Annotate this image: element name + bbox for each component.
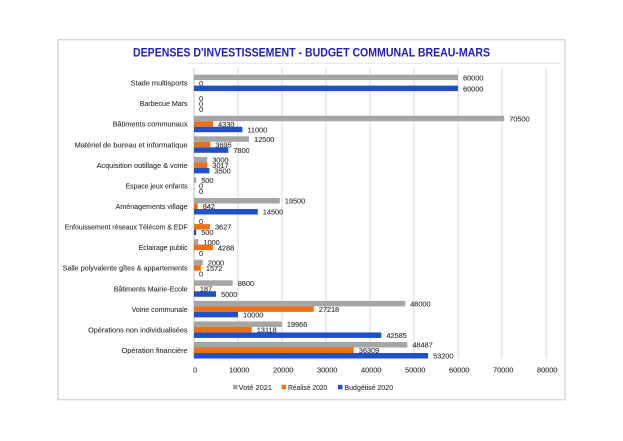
svg-text:Enfouissement réseaux Télécom: Enfouissement réseaux Télécom & EDF <box>65 223 188 232</box>
svg-text:Bâtiments communaux: Bâtiments communaux <box>113 120 188 129</box>
svg-text:187: 187 <box>200 284 212 293</box>
svg-text:0: 0 <box>199 94 203 103</box>
svg-text:3500: 3500 <box>214 167 230 176</box>
svg-text:500: 500 <box>201 176 213 185</box>
svg-text:3695: 3695 <box>215 140 231 149</box>
svg-text:13118: 13118 <box>257 326 277 335</box>
svg-text:11000: 11000 <box>247 125 267 134</box>
svg-text:0: 0 <box>199 187 203 196</box>
svg-text:Eclairage public: Eclairage public <box>139 243 188 252</box>
svg-text:DEPENSES D'INVESTISSEMENT - BU: DEPENSES D'INVESTISSEMENT - BUDGET COMMU… <box>133 47 490 60</box>
svg-text:53200: 53200 <box>433 352 453 361</box>
svg-text:30000: 30000 <box>317 365 337 374</box>
svg-text:Matériel de bureau et informat: Matériel de bureau et informatique <box>75 140 188 149</box>
svg-text:80000: 80000 <box>537 365 557 374</box>
svg-text:Opération financière: Opération financière <box>122 346 188 355</box>
svg-text:12500: 12500 <box>254 135 274 144</box>
svg-text:70500: 70500 <box>509 114 529 123</box>
svg-text:19500: 19500 <box>285 197 305 206</box>
svg-text:36309: 36309 <box>359 346 379 355</box>
svg-text:7800: 7800 <box>233 146 249 155</box>
svg-text:60000: 60000 <box>449 365 469 374</box>
svg-text:842: 842 <box>203 202 215 211</box>
svg-text:Salle polyvalente gîtes & appa: Salle polyvalente gîtes & appartements <box>63 264 188 273</box>
svg-text:0: 0 <box>199 105 203 114</box>
svg-text:0: 0 <box>199 79 203 88</box>
svg-text:0: 0 <box>199 269 203 278</box>
svg-text:0: 0 <box>199 182 203 191</box>
svg-text:0: 0 <box>199 99 203 108</box>
svg-text:Voirie communale: Voirie communale <box>132 305 188 314</box>
svg-text:60000: 60000 <box>463 73 483 82</box>
svg-text:0: 0 <box>199 249 203 258</box>
svg-text:Bâtiments Mairie-Ecole: Bâtiments Mairie-Ecole <box>114 284 188 293</box>
svg-text:5000: 5000 <box>221 290 237 299</box>
svg-text:Budgétisé 2020: Budgétisé 2020 <box>345 383 394 392</box>
svg-text:Aménagements village: Aménagements village <box>116 202 188 211</box>
svg-text:48487: 48487 <box>412 341 432 350</box>
svg-text:48000: 48000 <box>410 300 430 309</box>
svg-text:Barbecue Mars: Barbecue Mars <box>140 99 188 108</box>
svg-text:19966: 19966 <box>287 320 307 329</box>
svg-text:500: 500 <box>201 228 213 237</box>
svg-text:60000: 60000 <box>463 84 483 93</box>
svg-text:3000: 3000 <box>212 156 228 165</box>
svg-text:Acquisition outillage & voirie: Acquisition outillage & voirie <box>97 161 188 170</box>
svg-text:4330: 4330 <box>218 120 234 129</box>
svg-text:1000: 1000 <box>203 238 219 247</box>
svg-text:Opérations non individualisées: Opérations non individualisées <box>88 325 188 334</box>
svg-text:40000: 40000 <box>361 365 381 374</box>
svg-text:3017: 3017 <box>212 161 228 170</box>
svg-text:10000: 10000 <box>243 311 263 320</box>
svg-text:14500: 14500 <box>263 208 283 217</box>
svg-text:8800: 8800 <box>238 279 254 288</box>
svg-text:20000: 20000 <box>273 365 293 374</box>
svg-text:50000: 50000 <box>405 365 425 374</box>
svg-text:42585: 42585 <box>386 331 406 340</box>
svg-text:Espace jeux enfants: Espace jeux enfants <box>126 181 188 190</box>
svg-text:Voté 2021: Voté 2021 <box>239 383 272 392</box>
svg-text:4288: 4288 <box>218 243 234 252</box>
svg-text:Réalisé 2020: Réalisé 2020 <box>288 383 327 392</box>
svg-text:70000: 70000 <box>493 365 513 374</box>
svg-text:Stade multisports: Stade multisports <box>131 79 188 88</box>
svg-text:27218: 27218 <box>319 305 339 314</box>
svg-text:1572: 1572 <box>206 264 222 273</box>
svg-text:0: 0 <box>199 217 203 226</box>
svg-text:10000: 10000 <box>229 365 249 374</box>
svg-text:0: 0 <box>193 365 197 374</box>
svg-text:2000: 2000 <box>208 258 224 267</box>
svg-text:3627: 3627 <box>215 223 231 232</box>
